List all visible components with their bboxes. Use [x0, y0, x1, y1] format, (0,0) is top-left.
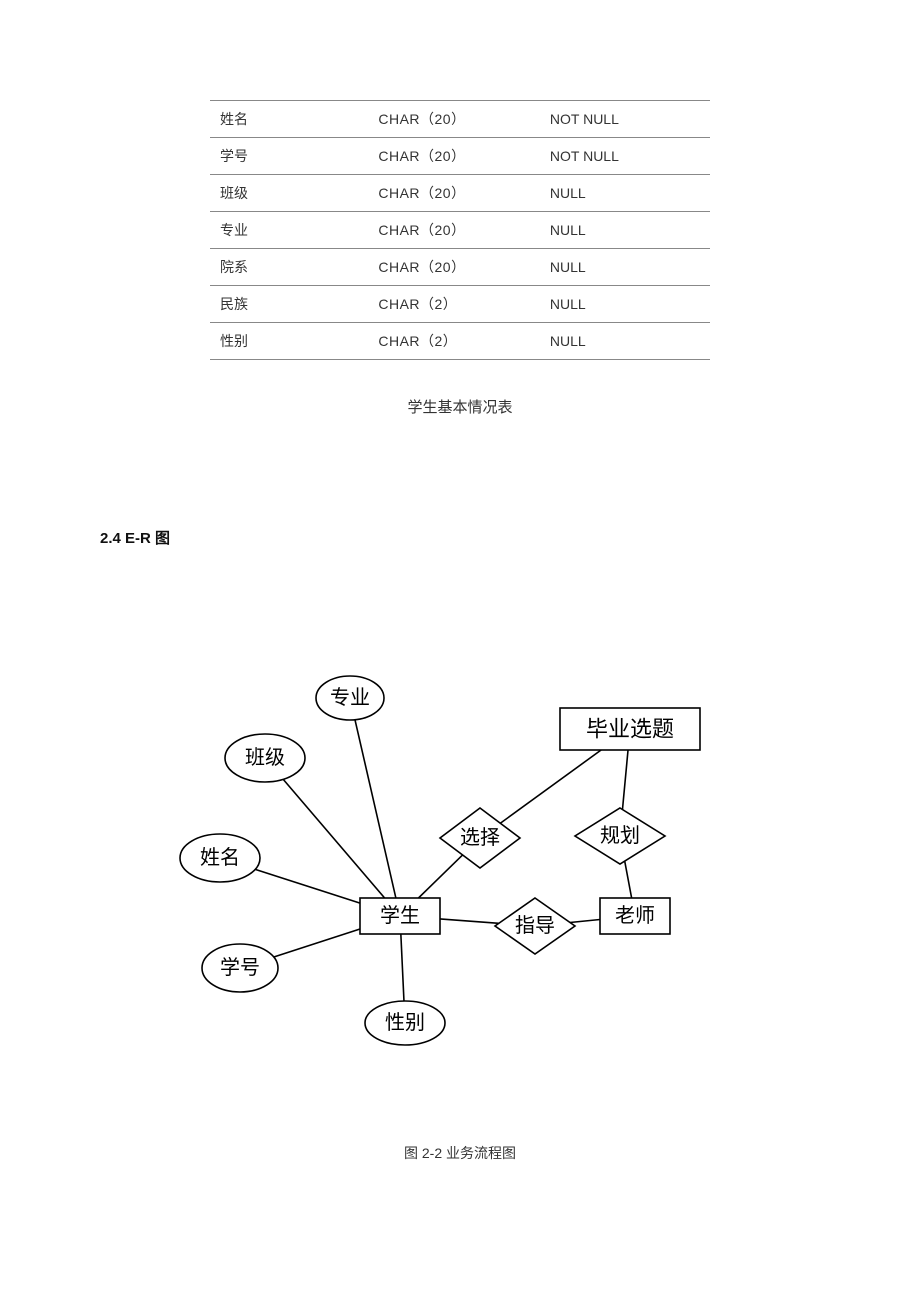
table-body: 姓名 CHAR（20） NOT NULL 学号 CHAR（20） NOT NUL… [210, 101, 710, 360]
table-row: 院系 CHAR（20） NULL [210, 249, 710, 286]
er-edge [401, 934, 404, 1001]
er-label: 学生 [380, 904, 420, 927]
cell-nullable: NOT NULL [540, 101, 710, 138]
er-label: 学号 [220, 956, 260, 979]
er-edge [274, 929, 360, 957]
table-row: 民族 CHAR（2） NULL [210, 286, 710, 323]
cell-field: 班级 [210, 175, 368, 212]
cell-nullable: NULL [540, 249, 710, 286]
er-edge [440, 919, 499, 923]
er-label: 专业 [330, 686, 370, 709]
cell-field: 院系 [210, 249, 368, 286]
er-edge [418, 855, 462, 898]
diagram-caption: 图 2-2 业务流程图 [100, 1143, 820, 1163]
cell-nullable: NOT NULL [540, 138, 710, 175]
cell-field: 姓名 [210, 101, 368, 138]
cell-nullable: NULL [540, 212, 710, 249]
cell-type: CHAR（2） [368, 286, 540, 323]
db-field-table: 姓名 CHAR（20） NOT NULL 学号 CHAR（20） NOT NUL… [210, 100, 710, 360]
er-label: 规划 [600, 824, 640, 847]
table-caption: 学生基本情况表 [100, 396, 820, 417]
er-diagram: 专业班级姓名学号性别 选择 规划指导 学生 老师 毕业选题 [170, 648, 750, 1068]
table-row: 性别 CHAR（2） NULL [210, 323, 710, 360]
cell-type: CHAR（20） [368, 175, 540, 212]
cell-field: 性别 [210, 323, 368, 360]
er-label: 性别 [385, 1011, 425, 1034]
er-label: 选择 [460, 826, 500, 849]
er-edge [570, 920, 600, 923]
er-edge [500, 750, 601, 823]
table-row: 姓名 CHAR（20） NOT NULL [210, 101, 710, 138]
cell-type: CHAR（20） [368, 138, 540, 175]
cell-type: CHAR（20） [368, 212, 540, 249]
er-edge [255, 869, 360, 903]
cell-type: CHAR（20） [368, 101, 540, 138]
er-label: 姓名 [200, 846, 240, 869]
er-label: 指导 [515, 914, 555, 937]
section-heading: 2.4 E-R 图 [100, 527, 820, 548]
cell-nullable: NULL [540, 175, 710, 212]
er-edge [622, 750, 628, 810]
table-row: 班级 CHAR（20） NULL [210, 175, 710, 212]
cell-nullable: NULL [540, 286, 710, 323]
cell-type: CHAR（20） [368, 249, 540, 286]
er-label: 老师 [615, 904, 655, 927]
cell-field: 民族 [210, 286, 368, 323]
cell-field: 学号 [210, 138, 368, 175]
table-row: 学号 CHAR（20） NOT NULL [210, 138, 710, 175]
er-diagram-container: 专业班级姓名学号性别 选择 规划指导 学生 老师 毕业选题 图 2-2 业务流程图 [100, 648, 820, 1163]
er-edge [283, 779, 384, 898]
er-label: 班级 [245, 746, 285, 769]
cell-field: 专业 [210, 212, 368, 249]
cell-type: CHAR（2） [368, 323, 540, 360]
cell-nullable: NULL [540, 323, 710, 360]
table-row: 专业 CHAR（20） NULL [210, 212, 710, 249]
er-label: 毕业选题 [586, 717, 674, 742]
er-edge [625, 861, 632, 898]
